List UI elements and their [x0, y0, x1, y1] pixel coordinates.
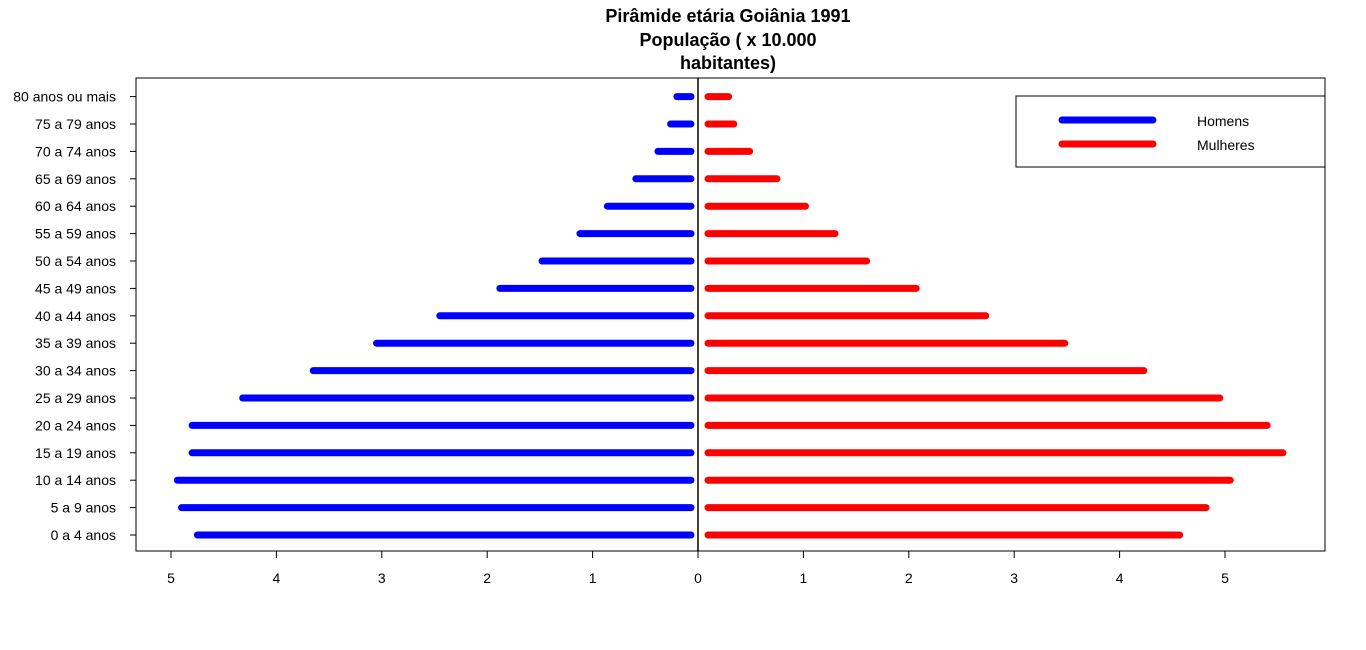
chart-title-line-2: População ( x 10.000: [639, 30, 817, 50]
x-tick-label: 1: [589, 570, 597, 586]
category-label: 25 a 29 anos: [35, 390, 116, 406]
chart-title-line-3: habitantes): [679, 53, 776, 73]
category-label: 65 a 69 anos: [35, 171, 116, 187]
category-label: 0 a 4 anos: [51, 527, 116, 543]
category-label: 60 a 64 anos: [35, 198, 116, 214]
category-label: 55 a 59 anos: [35, 226, 116, 242]
category-label: 75 a 79 anos: [35, 116, 116, 132]
x-tick-label: 0: [694, 570, 702, 586]
plot-frame: [135, 77, 1326, 552]
x-tick-label: 4: [273, 570, 281, 586]
x-tick-label: 2: [905, 570, 913, 586]
category-label: 20 a 24 anos: [35, 417, 116, 433]
category-label: 5 a 9 anos: [51, 500, 116, 516]
legend-label-homens: Homens: [1197, 113, 1249, 129]
x-tick-label: 4: [1116, 570, 1124, 586]
category-label: 35 a 39 anos: [35, 335, 116, 351]
category-label: 15 a 19 anos: [35, 445, 116, 461]
category-label: 50 a 54 anos: [35, 253, 116, 269]
chart-title-line-1: Pirâmide etária Goiânia 1991: [605, 6, 851, 26]
category-label: 30 a 34 anos: [35, 363, 116, 379]
legend-box: [1015, 95, 1326, 168]
x-tick-label: 1: [800, 570, 808, 586]
x-tick-label: 5: [167, 570, 175, 586]
category-label: 80 anos ou mais: [13, 89, 116, 105]
category-label: 10 a 14 anos: [35, 472, 116, 488]
legend-label-mulheres: Mulheres: [1197, 137, 1255, 153]
x-tick-label: 5: [1221, 570, 1229, 586]
category-label: 45 a 49 anos: [35, 280, 116, 296]
x-tick-label: 3: [378, 570, 386, 586]
x-tick-label: 2: [483, 570, 491, 586]
x-tick-label: 3: [1010, 570, 1018, 586]
category-label: 40 a 44 anos: [35, 308, 116, 324]
category-label: 70 a 74 anos: [35, 143, 116, 159]
